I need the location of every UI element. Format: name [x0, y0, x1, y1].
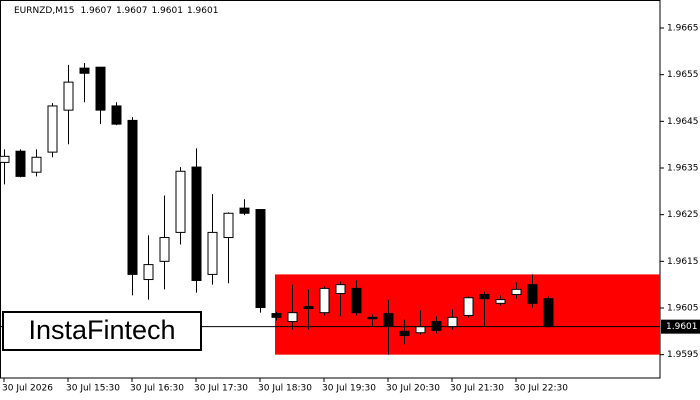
candle-body — [511, 288, 522, 295]
candle-body — [303, 306, 314, 309]
y-tick-label: 1.9635 — [667, 164, 699, 174]
x-tick-label: 30 Jul 17:30 — [194, 384, 248, 394]
logo: InstaFintech — [28, 315, 175, 345]
x-tick-label: 30 Jul 2026 — [2, 384, 53, 394]
candle-body — [351, 287, 362, 314]
y-tick-label: 1.9615 — [667, 257, 699, 267]
candle-body — [239, 207, 250, 214]
y-tick-label: 1.9655 — [667, 70, 699, 80]
candle-body — [143, 264, 154, 281]
candle-body — [335, 284, 346, 295]
candle-body — [367, 316, 378, 320]
candle-body — [431, 321, 442, 331]
y-tick-label: 1.9605 — [667, 304, 699, 314]
y-tick-label: 1.9625 — [667, 210, 699, 220]
candle-body — [383, 313, 394, 327]
y-tick-label: 1.9665 — [667, 24, 699, 34]
candle-body — [95, 66, 106, 111]
x-tick-label: 30 Jul 18:30 — [258, 384, 312, 394]
candle-body — [271, 313, 282, 318]
candle-body — [111, 105, 122, 125]
logo-box — [2, 311, 202, 351]
x-tick-label: 30 Jul 20:30 — [386, 384, 440, 394]
header-low: 1.9601 — [151, 6, 183, 16]
x-tick-label: 30 Jul 21:30 — [450, 384, 504, 394]
header-open: 1.9607 — [80, 6, 112, 16]
candle-body — [223, 212, 234, 239]
candle-body — [47, 105, 58, 153]
candle-body — [495, 299, 506, 304]
candle-body — [31, 156, 42, 173]
candle-body — [175, 170, 186, 233]
candle-body — [319, 287, 330, 314]
candle-body — [63, 81, 74, 111]
candle-body — [527, 284, 538, 304]
candle-body — [463, 297, 474, 316]
last-price-tag — [661, 319, 700, 334]
candle-body — [127, 119, 138, 275]
candle-body — [159, 237, 170, 262]
candle-body — [543, 298, 554, 328]
candle-body — [207, 231, 218, 275]
y-tick-label: 1.9595 — [667, 350, 699, 360]
x-tick-label: 30 Jul 16:30 — [130, 384, 184, 394]
candle-body — [479, 293, 490, 300]
candles-layer — [0, 63, 554, 355]
x-tick-label: 30 Jul 22:30 — [514, 384, 568, 394]
x-tick-label: 30 Jul 15:30 — [66, 384, 120, 394]
y-tick-label: 1.9645 — [667, 117, 699, 127]
header-close: 1.9601 — [187, 6, 219, 16]
candle-body — [287, 312, 298, 323]
last-price-label: 1.9601 — [666, 322, 698, 332]
candle-body — [15, 150, 26, 177]
candle-body — [191, 166, 202, 281]
x-tick-label: 30 Jul 19:30 — [322, 384, 376, 394]
candle-body — [255, 209, 266, 309]
header-high: 1.9607 — [116, 6, 148, 16]
candle-body — [399, 330, 410, 337]
symbol: EURNZD,M15 — [14, 6, 74, 16]
candle-body — [79, 67, 90, 74]
candle-body — [0, 155, 10, 163]
candle-body — [415, 326, 426, 334]
candle-body — [447, 316, 458, 328]
header: EURNZD,M15 1.9607 1.9607 1.9601 1.9601 — [14, 6, 218, 16]
